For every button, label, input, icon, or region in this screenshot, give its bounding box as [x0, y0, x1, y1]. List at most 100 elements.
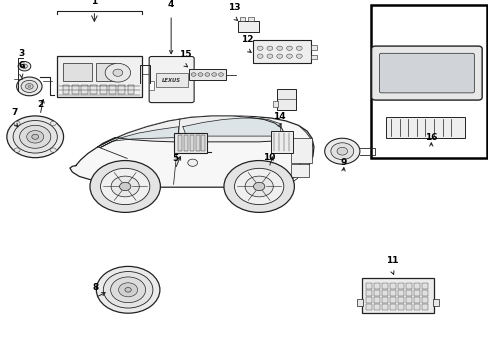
Circle shape	[296, 54, 302, 58]
Bar	[373, 297, 379, 302]
Bar	[413, 297, 419, 302]
Circle shape	[21, 80, 38, 93]
Bar	[239, 17, 245, 21]
Circle shape	[125, 287, 131, 292]
Bar	[291, 164, 308, 177]
Circle shape	[14, 121, 20, 126]
Circle shape	[119, 283, 138, 297]
Circle shape	[198, 73, 203, 76]
Circle shape	[336, 147, 347, 155]
Bar	[189, 135, 193, 151]
Bar	[201, 135, 205, 151]
Bar	[389, 297, 395, 302]
Polygon shape	[70, 116, 313, 187]
Circle shape	[324, 138, 359, 164]
Bar	[90, 85, 97, 94]
FancyBboxPatch shape	[371, 46, 481, 100]
Bar	[237, 21, 259, 32]
Text: 15: 15	[178, 50, 191, 59]
Bar	[356, 299, 362, 306]
Bar	[96, 63, 115, 81]
Circle shape	[113, 69, 122, 76]
Bar	[381, 304, 387, 310]
Bar	[248, 17, 254, 21]
Bar	[413, 283, 419, 289]
Bar	[109, 85, 116, 94]
Circle shape	[119, 182, 131, 191]
Circle shape	[257, 54, 263, 58]
Text: 9: 9	[339, 158, 346, 167]
Circle shape	[234, 168, 283, 204]
Text: 2: 2	[37, 100, 43, 109]
Bar	[310, 55, 316, 59]
Text: 7: 7	[11, 108, 18, 117]
Bar	[389, 290, 395, 296]
Bar	[386, 117, 464, 138]
Circle shape	[224, 161, 294, 212]
Bar	[365, 290, 371, 296]
Circle shape	[191, 73, 196, 76]
Circle shape	[50, 148, 56, 152]
Bar	[389, 283, 395, 289]
Circle shape	[50, 121, 56, 126]
Bar	[413, 304, 419, 310]
Bar	[422, 297, 427, 302]
Bar	[405, 290, 411, 296]
Bar	[397, 290, 403, 296]
Circle shape	[105, 63, 130, 82]
Text: 4: 4	[167, 0, 174, 9]
Circle shape	[25, 84, 33, 89]
Circle shape	[13, 121, 57, 153]
Circle shape	[276, 46, 282, 50]
Bar	[373, 283, 379, 289]
Circle shape	[253, 182, 264, 191]
Polygon shape	[183, 118, 280, 136]
Circle shape	[111, 176, 139, 197]
Circle shape	[90, 161, 160, 212]
Circle shape	[276, 54, 282, 58]
Circle shape	[18, 62, 31, 71]
Bar	[174, 133, 207, 153]
Bar	[253, 40, 310, 63]
Bar	[405, 297, 411, 302]
Text: 5: 5	[172, 154, 178, 163]
Bar	[72, 85, 79, 94]
Circle shape	[101, 168, 149, 204]
Circle shape	[257, 46, 263, 50]
Bar	[397, 283, 403, 289]
Bar	[148, 81, 153, 90]
Text: 6: 6	[19, 61, 24, 70]
Bar	[310, 45, 316, 50]
Bar	[270, 131, 292, 153]
Bar	[413, 290, 419, 296]
Bar	[183, 135, 187, 151]
Circle shape	[103, 271, 153, 308]
Text: 12: 12	[241, 35, 253, 44]
Circle shape	[187, 159, 197, 166]
Circle shape	[27, 131, 43, 143]
Bar	[365, 283, 371, 289]
Text: 3: 3	[19, 49, 24, 58]
Polygon shape	[100, 127, 179, 148]
Bar	[361, 278, 433, 313]
Bar	[432, 299, 438, 306]
Circle shape	[28, 85, 31, 87]
Bar	[397, 304, 403, 310]
Circle shape	[211, 73, 216, 76]
Text: 13: 13	[228, 3, 241, 12]
Text: 16: 16	[424, 133, 437, 142]
Bar	[381, 290, 387, 296]
Circle shape	[14, 148, 20, 152]
Bar	[100, 85, 106, 94]
Circle shape	[266, 46, 272, 50]
Bar	[178, 135, 182, 151]
Bar	[291, 138, 311, 163]
Circle shape	[244, 176, 273, 197]
Bar	[276, 89, 296, 110]
Bar	[422, 304, 427, 310]
Bar	[422, 283, 427, 289]
Circle shape	[20, 125, 51, 148]
Bar	[57, 56, 142, 97]
Circle shape	[296, 46, 302, 50]
Bar	[405, 304, 411, 310]
